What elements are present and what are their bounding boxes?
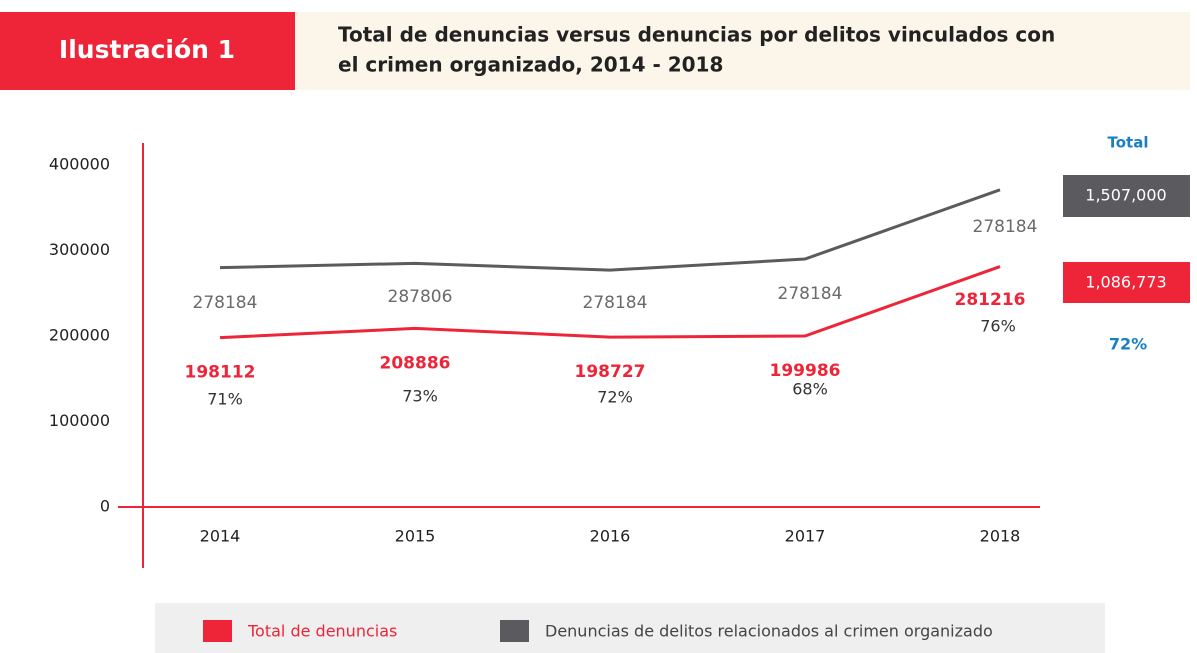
chart-title: Total de denuncias versus denuncias por …	[338, 23, 1055, 47]
data-label: 198727	[575, 362, 646, 382]
total-red: 1,086,773	[1085, 273, 1166, 292]
series-line	[219, 188, 1001, 272]
data-label: 198112	[185, 363, 256, 383]
gray-annotation: 278184	[973, 217, 1038, 237]
legend	[155, 603, 1105, 653]
total-heading: Total	[1108, 134, 1149, 152]
percent-label: 76%	[980, 317, 1016, 336]
gray-annotation: 287806	[388, 287, 453, 307]
percent-label: 72%	[597, 388, 633, 407]
legend-swatch	[203, 620, 232, 642]
badge: Ilustración 1	[59, 35, 235, 64]
percent-label: 68%	[792, 380, 828, 399]
data-label: 281216	[955, 290, 1026, 310]
chart-title-line2: el crimen organizado, 2014 - 2018	[338, 53, 723, 77]
gray-annotation: 278184	[193, 293, 258, 313]
title-box	[295, 12, 1190, 90]
legend-swatch	[500, 620, 529, 642]
legend-label: Denuncias de delitos relacionados al cri…	[545, 622, 993, 641]
legend-label: Total de denuncias	[247, 622, 397, 641]
x-tick-label: 2014	[200, 527, 241, 546]
total-red-box	[1063, 262, 1190, 303]
y-tick-label: 200000	[49, 326, 110, 345]
x-tick-label: 2016	[590, 527, 631, 546]
total-percent: 72%	[1109, 335, 1147, 354]
y-tick-label: 0	[100, 497, 110, 516]
y-tick-label: 100000	[49, 411, 110, 430]
percent-label: 73%	[402, 387, 438, 406]
x-tick-label: 2017	[785, 527, 826, 546]
x-tick-label: 2015	[395, 527, 436, 546]
y-tick-label: 400000	[49, 155, 110, 174]
total-gray-box	[1063, 175, 1190, 217]
percent-label: 71%	[207, 390, 243, 409]
x-tick-label: 2018	[980, 527, 1021, 546]
badge-box	[0, 12, 295, 90]
total-gray: 1,507,000	[1085, 186, 1166, 205]
gray-annotation: 278184	[778, 284, 843, 304]
data-label: 199986	[770, 361, 841, 381]
y-tick-label: 300000	[49, 240, 110, 259]
series-line	[219, 265, 1001, 340]
gray-annotation: 278184	[583, 293, 648, 313]
data-label: 208886	[380, 353, 451, 373]
